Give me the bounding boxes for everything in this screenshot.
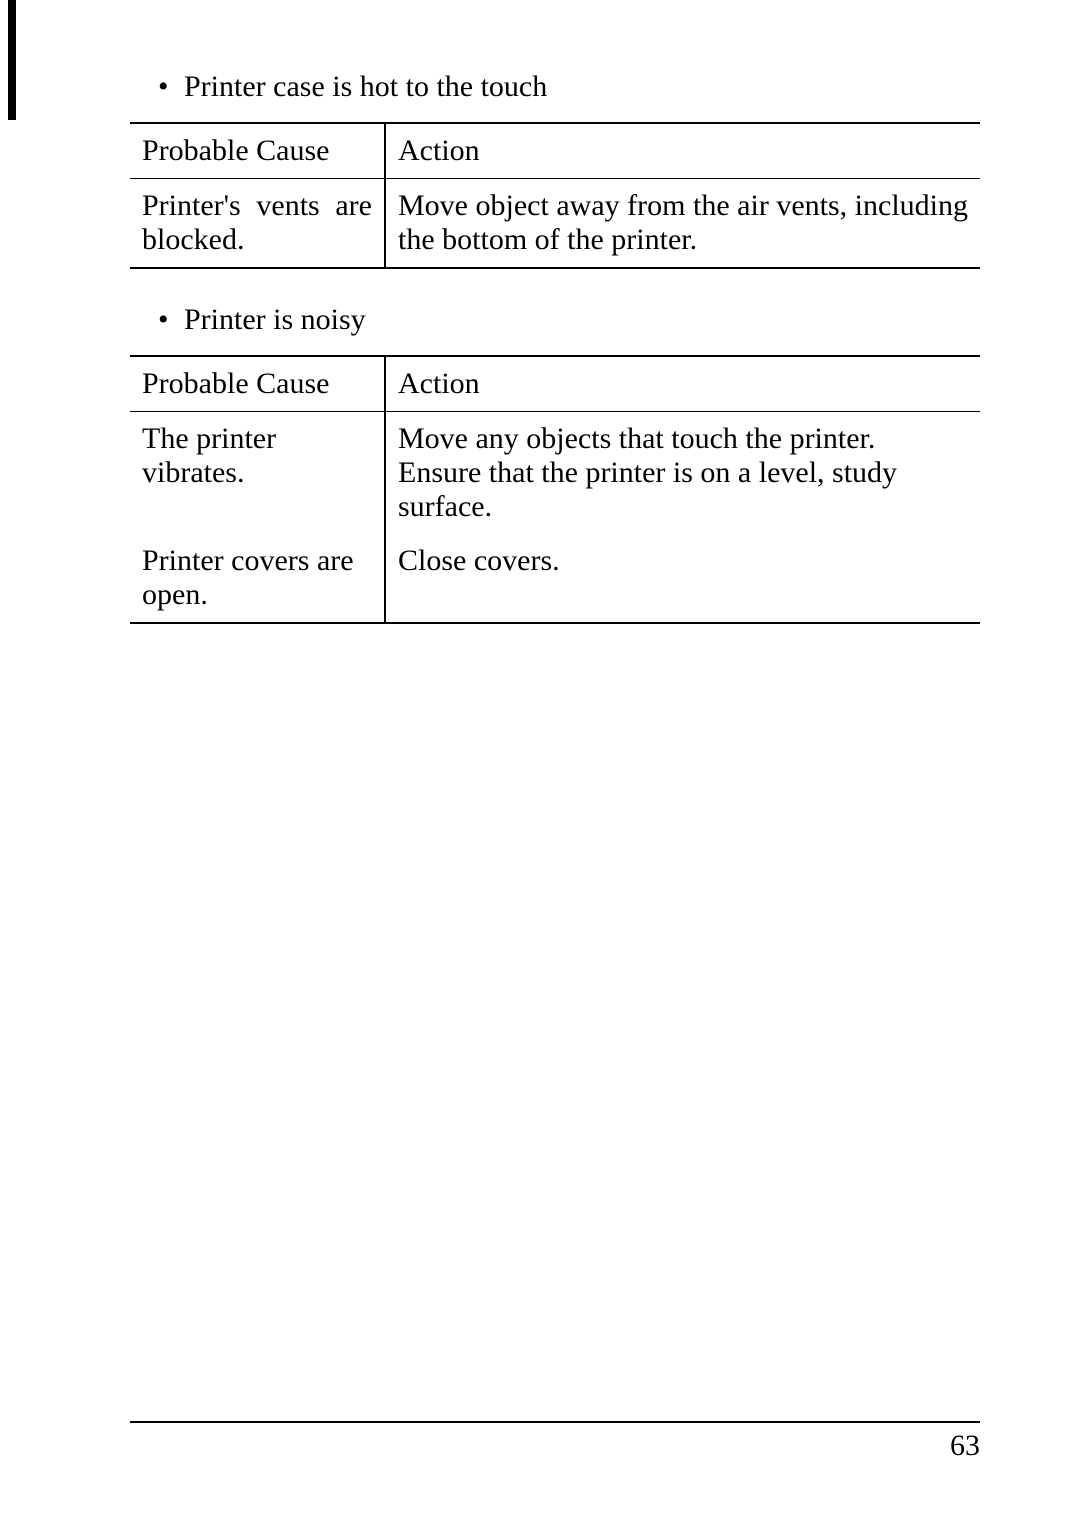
page-footer: 63 — [130, 1421, 980, 1463]
header-action: Action — [385, 123, 980, 179]
table-row: Printer's vents are blocked. Move object… — [130, 179, 980, 269]
table-row: Probable Cause Action — [130, 123, 980, 179]
header-action: Action — [385, 356, 980, 412]
cell-cause: Printer's vents are blocked. — [130, 179, 385, 269]
bullet-icon: • — [158, 70, 184, 104]
bullet-hot-case: •Printer case is hot to the touch — [158, 70, 980, 104]
table-row: Probable Cause Action — [130, 356, 980, 412]
table-noisy: Probable Cause Action The printer vibrat… — [130, 355, 980, 624]
cell-action: Move any objects that touch the printer.… — [385, 412, 980, 535]
table-hot-case: Probable Cause Action Printer's vents ar… — [130, 122, 980, 269]
header-probable-cause: Probable Cause — [130, 356, 385, 412]
cell-action-line1: Move any objects that touch the printer. — [398, 422, 968, 456]
cell-action-line2: Ensure that the printer is on a level, s… — [398, 456, 968, 524]
scan-edge-mark — [8, 0, 16, 120]
bullet-hot-case-text: Printer case is hot to the touch — [184, 70, 547, 103]
cell-cause: Printer covers are open. — [130, 534, 385, 623]
bullet-icon: • — [158, 303, 184, 337]
table-row: Printer covers are open. Close covers. — [130, 534, 980, 623]
page-number: 63 — [130, 1423, 980, 1463]
cell-cause: The printer vibrates. — [130, 412, 385, 535]
cell-action: Move object away from the air vents, inc… — [385, 179, 980, 269]
cell-action: Close covers. — [385, 534, 980, 623]
bullet-noisy: •Printer is noisy — [158, 303, 980, 337]
table-row: The printer vibrates. Move any objects t… — [130, 412, 980, 535]
header-probable-cause: Probable Cause — [130, 123, 385, 179]
document-page: •Printer case is hot to the touch Probab… — [0, 0, 1080, 1533]
bullet-noisy-text: Printer is noisy — [184, 303, 366, 336]
